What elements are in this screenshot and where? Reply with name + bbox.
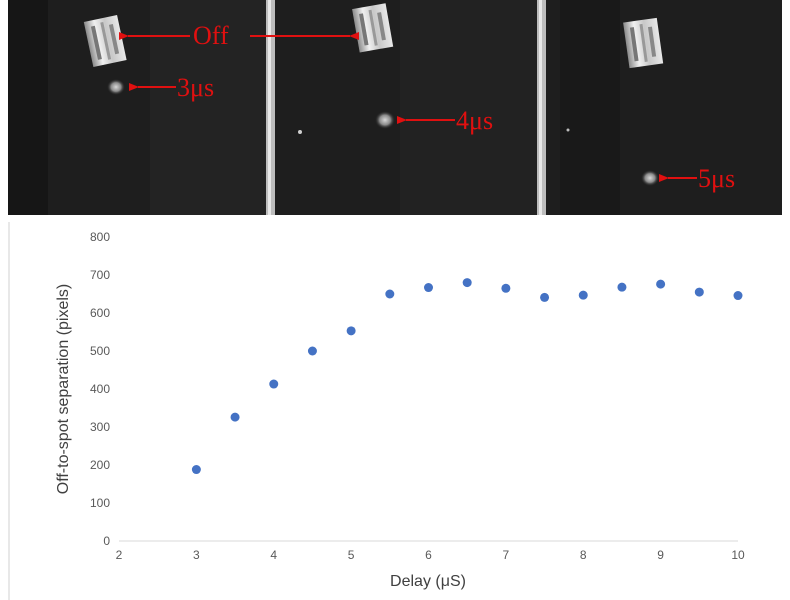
data-point (346, 326, 356, 336)
image-strip: Off 3μs 4μs 5μs (8, 0, 782, 215)
data-point (424, 283, 433, 293)
off-object (83, 14, 127, 68)
data-point (694, 287, 704, 297)
label-4us: 4μs (456, 106, 493, 135)
data-point (540, 292, 550, 302)
data-point (230, 412, 240, 422)
y-axis-title: Off-to-spot separation (pixels) (55, 284, 72, 494)
x-tick-label: 9 (657, 548, 664, 562)
off-object (623, 17, 664, 69)
data-point (385, 289, 395, 299)
y-tick-label: 800 (90, 230, 110, 244)
y-tick-label: 100 (90, 496, 110, 510)
y-tick-label: 0 (103, 534, 110, 548)
image-panel-2 (275, 0, 537, 215)
x-tick-label: 7 (503, 548, 510, 562)
y-tick-label: 400 (90, 382, 110, 396)
x-tick-labels: 2 3 4 5 6 7 8 9 10 (116, 548, 745, 562)
x-axis-title: Delay (μS) (390, 573, 466, 590)
y-tick-labels: 0 100 200 300 400 500 600 700 800 (90, 230, 110, 548)
data-points (191, 278, 743, 475)
y-tick-label: 300 (90, 420, 110, 434)
x-tick-label: 3 (193, 548, 200, 562)
laser-spot (641, 170, 659, 186)
annotations: Off 3μs 4μs 5μs (119, 21, 735, 193)
off-object (352, 3, 394, 53)
data-point (307, 346, 317, 356)
label-5us: 5μs (698, 164, 735, 193)
label-3us: 3μs (177, 73, 214, 102)
data-point (656, 279, 666, 289)
off-label: Off (193, 21, 229, 50)
y-tick-label: 700 (90, 268, 110, 282)
x-tick-label: 10 (731, 548, 745, 562)
x-tick-label: 2 (116, 548, 123, 562)
y-tick-label: 600 (90, 306, 110, 320)
data-point (269, 379, 279, 389)
x-tick-label: 5 (348, 548, 355, 562)
data-point (462, 278, 472, 288)
chart: 0 100 200 300 400 500 600 700 800 2 3 4 5 6 7 8 9 10 Off… (8, 222, 745, 600)
data-point (191, 465, 201, 475)
x-tick-label: 6 (425, 548, 432, 562)
data-point (733, 291, 743, 301)
y-tick-label: 500 (90, 344, 110, 358)
image-panel-3 (546, 0, 782, 215)
data-point (578, 290, 588, 300)
x-tick-label: 8 (580, 548, 587, 562)
laser-spot (375, 111, 395, 129)
y-tick-label: 200 (90, 458, 110, 472)
data-point (617, 282, 627, 292)
laser-spot (107, 79, 125, 95)
x-tick-label: 4 (270, 548, 277, 562)
data-point (501, 283, 511, 293)
